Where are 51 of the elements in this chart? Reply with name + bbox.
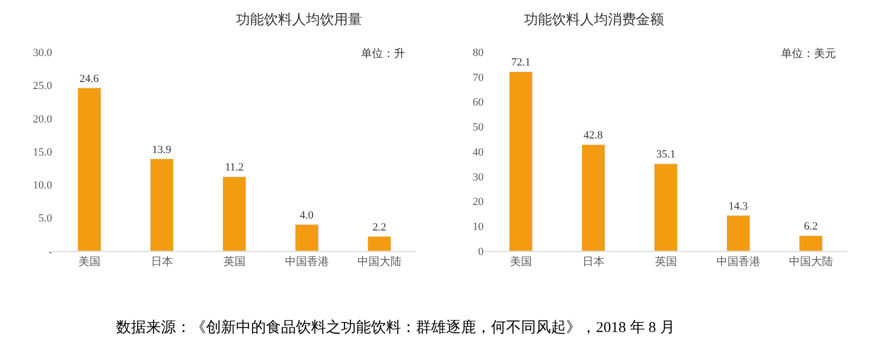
- y-tick-label: 50: [472, 122, 484, 134]
- bar: [222, 176, 246, 251]
- data-label: 42.8: [584, 130, 604, 142]
- source-note: 数据来源：《创新中的食品饮料之功能饮料：群雄逐鹿，何不同风起》，2018 年 8 月: [116, 319, 675, 336]
- chart-title: 功能饮料人均饮用量: [236, 12, 362, 28]
- y-tick-label: 5.0: [38, 212, 53, 225]
- y-tick-label: -: [48, 246, 52, 258]
- x-tick-label: 日本: [150, 255, 173, 268]
- bar: [726, 215, 750, 251]
- bar: [150, 158, 174, 251]
- x-tick-label: 美国: [510, 255, 532, 268]
- x-tick-label: 英国: [223, 255, 246, 268]
- bar: [78, 88, 102, 251]
- y-tick-label: 10.0: [32, 180, 53, 192]
- annotation: 单位：美元: [781, 47, 836, 60]
- y-tick-label: 15.0: [32, 146, 53, 158]
- y-tick-label: 40: [472, 146, 484, 158]
- data-label: 14.3: [728, 200, 748, 212]
- x-tick-label: 日本: [582, 255, 604, 268]
- y-tick-label: 70: [472, 72, 484, 84]
- y-tick-label: 25.0: [32, 80, 53, 92]
- y-tick-label: 80: [472, 46, 484, 59]
- bar: [368, 236, 392, 251]
- y-tick-label: 30.0: [32, 46, 53, 59]
- y-tick-label: 60: [472, 96, 484, 109]
- chart-title: 功能饮料人均消费金额: [524, 12, 664, 28]
- x-tick-label: 中国香港: [284, 255, 329, 268]
- x-tick-label: 中国香港: [716, 255, 760, 268]
- x-tick-label: 中国大陆: [357, 255, 402, 268]
- y-tick-label: 0: [478, 246, 484, 258]
- bar: [295, 224, 319, 251]
- bar: [509, 71, 533, 251]
- x-tick-label: 中国大陆: [788, 255, 833, 268]
- x-tick-label: 英国: [654, 255, 677, 268]
- bar: [654, 163, 678, 251]
- annotation: 单位：升: [361, 47, 405, 60]
- data-label: 2.2: [372, 221, 386, 234]
- data-label: 4.0: [300, 209, 314, 222]
- data-label: 24.6: [80, 72, 100, 85]
- y-tick-label: 20: [472, 196, 484, 208]
- y-tick-label: 20.0: [32, 113, 53, 126]
- data-label: 6.2: [804, 220, 818, 233]
- data-label: 13.9: [152, 144, 172, 156]
- y-tick-label: 10: [472, 220, 484, 233]
- data-label: 72.1: [511, 56, 531, 69]
- bar: [582, 144, 606, 251]
- x-tick-label: 美国: [78, 255, 100, 268]
- y-tick-label: 30: [472, 171, 484, 184]
- bar: [799, 235, 823, 251]
- data-label: 11.2: [224, 162, 244, 174]
- data-label: 35.1: [656, 148, 676, 161]
